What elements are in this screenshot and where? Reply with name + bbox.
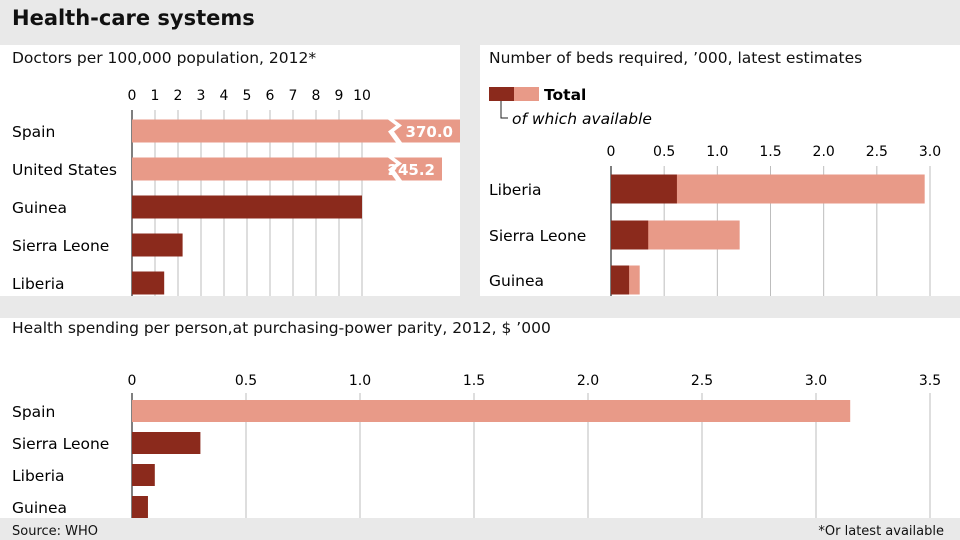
spending-x-tick: 2.5 bbox=[691, 373, 713, 389]
spending-bar bbox=[132, 432, 201, 454]
spending-category-label: Spain bbox=[12, 403, 55, 421]
doctors-bar bbox=[132, 157, 442, 181]
beds-x-tick: 0 bbox=[607, 144, 616, 160]
doctors-category-label: Guinea bbox=[12, 199, 67, 217]
beds-x-tick: 2.0 bbox=[813, 144, 835, 160]
legend-available-label: of which available bbox=[512, 110, 652, 128]
beds-chart: Total of which available 0 0.5 1.0 1.5 2.0 2.5 3… bbox=[489, 86, 941, 296]
beds-category-label: Liberia bbox=[489, 181, 542, 199]
spending-x-tick: 1.0 bbox=[349, 373, 371, 389]
beds-chart-panel: Number of beds required, ’000, latest es… bbox=[480, 45, 960, 296]
doctors-axis-break bbox=[388, 157, 402, 181]
doctors-x-tick: 7 bbox=[289, 88, 298, 104]
doctors-x-tick: 3 bbox=[197, 88, 206, 104]
doctors-bar bbox=[132, 233, 183, 257]
doctors-category-label: Spain bbox=[12, 123, 55, 141]
spending-x-tick: 3.5 bbox=[919, 373, 941, 389]
doctors-axis-break bbox=[388, 119, 402, 143]
doctors-x-tick: 0 bbox=[128, 88, 137, 104]
doctors-x-tick: 8 bbox=[312, 88, 321, 104]
legend-total-label: Total bbox=[544, 86, 586, 104]
spending-category-label: Sierra Leone bbox=[12, 435, 109, 453]
footnote: *Or latest available bbox=[818, 524, 944, 539]
spending-x-tick: 2.0 bbox=[577, 373, 599, 389]
doctors-x-tick: 10 bbox=[353, 88, 371, 104]
beds-available-bar bbox=[611, 174, 677, 204]
spending-x-tick: 0.5 bbox=[235, 373, 257, 389]
spending-bar bbox=[132, 400, 851, 422]
source-note: Source: WHO bbox=[12, 524, 99, 539]
legend-available-swatch bbox=[489, 87, 514, 101]
legend-connector bbox=[500, 101, 508, 119]
spending-x-tick: 1.5 bbox=[463, 373, 485, 389]
beds-x-tick: 1.0 bbox=[706, 144, 728, 160]
spending-bar bbox=[132, 496, 148, 518]
doctors-bar bbox=[132, 271, 165, 295]
doctors-category-label: Sierra Leone bbox=[12, 237, 109, 255]
spending-x-tick: 0 bbox=[128, 373, 137, 389]
doctors-x-tick: 4 bbox=[220, 88, 229, 104]
spending-chart-title: Health spending per person,at purchasing… bbox=[12, 319, 551, 337]
spending-chart-panel: Health spending per person,at purchasing… bbox=[0, 318, 960, 518]
doctors-x-tick: 1 bbox=[151, 88, 160, 104]
beds-x-tick: 1.5 bbox=[759, 144, 781, 160]
spending-chart: 0 0.5 1.0 1.5 2.0 2.5 3.0 3.5 Spain Sierra Leone L… bbox=[12, 373, 941, 518]
doctors-x-tick: 6 bbox=[266, 88, 275, 104]
page-title: Health-care systems bbox=[12, 6, 255, 30]
beds-x-tick: 2.5 bbox=[866, 144, 888, 160]
doctors-value-label: 370.0 bbox=[406, 123, 453, 141]
doctors-bar bbox=[132, 119, 460, 143]
beds-chart-title: Number of beds required, ’000, latest es… bbox=[489, 49, 863, 67]
doctors-chart: 0 1 2 3 4 5 6 7 8 9 10 Spain 370.0 United States 245.2… bbox=[12, 88, 460, 296]
spending-category-label: Guinea bbox=[12, 499, 67, 517]
doctors-x-tick: 5 bbox=[243, 88, 252, 104]
spending-bar bbox=[132, 464, 155, 486]
doctors-value-label: 245.2 bbox=[388, 161, 435, 179]
doctors-category-label: United States bbox=[12, 161, 117, 179]
beds-x-tick: 0.5 bbox=[653, 144, 675, 160]
beds-x-tick: 3.0 bbox=[919, 144, 941, 160]
doctors-x-tick: 2 bbox=[174, 88, 183, 104]
beds-available-bar bbox=[611, 265, 630, 295]
legend-total-swatch bbox=[514, 87, 539, 101]
doctors-category-label: Liberia bbox=[12, 275, 65, 293]
doctors-chart-title: Doctors per 100,000 population, 2012* bbox=[12, 49, 317, 67]
beds-category-label: Guinea bbox=[489, 272, 544, 290]
spending-x-tick: 3.0 bbox=[805, 373, 827, 389]
beds-available-bar bbox=[611, 220, 649, 250]
beds-category-label: Sierra Leone bbox=[489, 227, 586, 245]
spending-category-label: Liberia bbox=[12, 467, 65, 485]
doctors-x-tick: 9 bbox=[335, 88, 344, 104]
doctors-bar bbox=[132, 195, 362, 219]
